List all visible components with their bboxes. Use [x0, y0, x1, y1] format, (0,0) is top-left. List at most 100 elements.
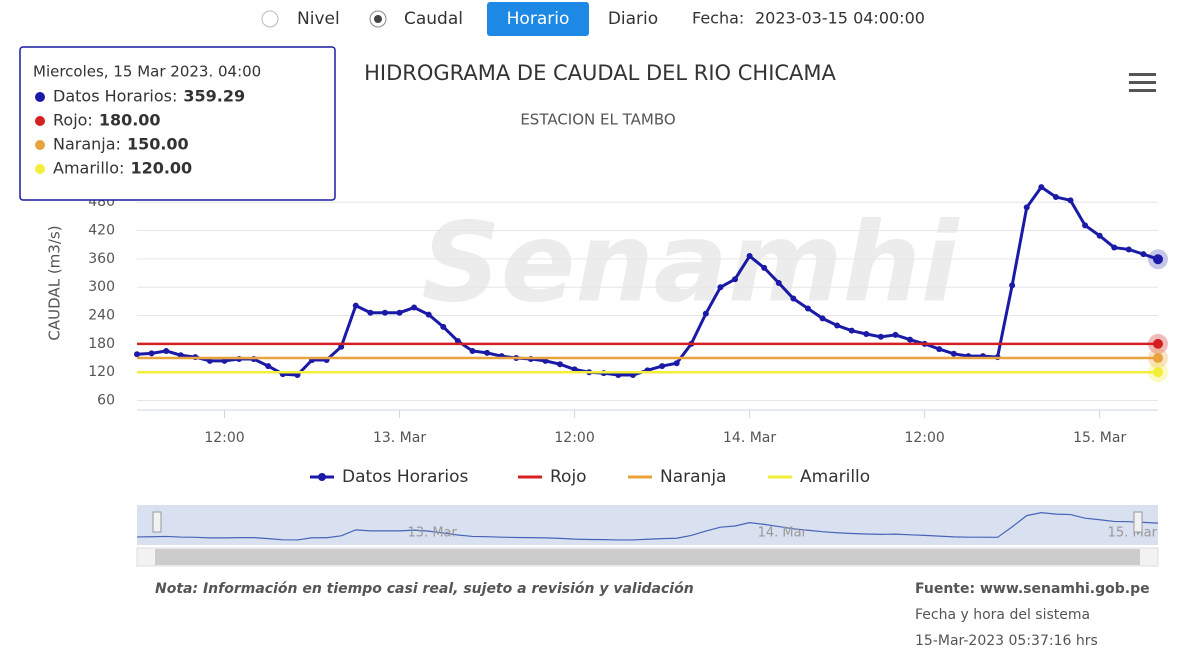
x-tick-label: 14. Mar [723, 430, 776, 446]
data-point [556, 361, 563, 368]
data-point [746, 253, 753, 260]
tooltip-value: 120.00 [130, 159, 192, 178]
data-point [790, 295, 797, 302]
data-point [425, 311, 432, 318]
button-label: Horario [507, 9, 570, 29]
data-point [206, 357, 213, 364]
data-point [907, 336, 914, 343]
data-point [1140, 251, 1147, 258]
data-point [702, 310, 709, 317]
y-tick-label: 240 [88, 308, 115, 324]
menu-button[interactable] [1129, 73, 1156, 92]
radio[interactable] [261, 10, 279, 28]
y-tick-label: 60 [97, 393, 115, 409]
data-point [469, 347, 476, 354]
data-point [411, 304, 418, 311]
data-point [294, 372, 301, 379]
data-point [440, 323, 447, 330]
data-point [177, 352, 184, 359]
tooltip-label: Datos Horarios: [53, 87, 177, 106]
legend-label[interactable]: Rojo [550, 467, 587, 487]
data-point [1038, 184, 1045, 191]
x-tick-label: 15. Mar [1073, 430, 1126, 446]
button-label[interactable]: Diario [608, 9, 658, 29]
chart-subtitle: ESTACION EL TAMBO [520, 111, 675, 129]
data-point [761, 264, 768, 271]
data-point [1052, 194, 1059, 201]
tooltip-dot [35, 116, 45, 126]
tooltip-value: 150.00 [127, 135, 189, 154]
data-point [1082, 222, 1089, 229]
navigator-handle[interactable] [152, 511, 162, 533]
data-point [819, 315, 826, 322]
data-point [221, 357, 228, 364]
data-point [265, 363, 272, 370]
data-point [163, 347, 170, 354]
radio-dot [374, 15, 382, 23]
data-point [134, 351, 140, 358]
navigator-label: 14. Mar [758, 526, 808, 541]
data-point [352, 302, 359, 309]
legend-label[interactable]: Amarillo [800, 467, 870, 487]
y-axis-title: CAUDAL (m3/s) [46, 225, 64, 340]
data-point [381, 309, 388, 316]
chart-title: HIDROGRAMA DE CAUDAL DEL RIO CHICAMA [364, 61, 836, 85]
navigator-handle[interactable] [1133, 511, 1143, 533]
tooltip-value: 180.00 [99, 111, 161, 130]
data-point [367, 309, 374, 316]
data-point [848, 327, 855, 334]
tooltip-dot [35, 164, 45, 174]
menu-bar [1129, 81, 1156, 84]
button-active[interactable] [487, 2, 589, 36]
legend-label[interactable]: Naranja [660, 467, 726, 487]
data-point [1067, 197, 1074, 204]
x-tick-label: 13. Mar [373, 430, 426, 446]
source: Fuente: www.senamhi.gob.pe [915, 581, 1150, 597]
option-label: Nivel [297, 9, 340, 29]
data-point [950, 350, 957, 357]
data-point [775, 279, 782, 286]
data-point [484, 349, 491, 356]
option-label: Caudal [404, 9, 463, 29]
data-point [615, 372, 622, 379]
data-point [1111, 244, 1118, 251]
data-point [148, 350, 155, 357]
y-tick-label: 300 [88, 279, 115, 295]
data-point [1125, 246, 1132, 253]
legend-label[interactable]: Datos Horarios [342, 467, 469, 487]
data-point [338, 343, 345, 350]
tooltip-box [19, 46, 336, 201]
system-time-label: Fecha y hora del sistema [915, 607, 1090, 623]
menu-bar [1129, 73, 1156, 76]
data-point [1023, 204, 1030, 211]
tooltip-label: Amarillo: [53, 159, 124, 178]
data-point [1009, 282, 1016, 289]
watermark: Senamhi [421, 198, 959, 326]
data-point [834, 322, 841, 329]
data-point [892, 331, 899, 338]
data-point [542, 357, 549, 364]
data-point [1153, 254, 1163, 265]
data-point [454, 338, 461, 345]
data-point [659, 363, 666, 370]
tooltip-value: 359.29 [183, 87, 245, 106]
y-tick-label: 120 [88, 364, 115, 380]
data-point [571, 366, 578, 373]
tooltip-dot [35, 92, 45, 102]
data-point [863, 330, 870, 337]
threshold-point [1153, 353, 1163, 364]
threshold-point [1153, 367, 1163, 378]
data-point [396, 309, 403, 316]
navigator-selection [137, 505, 1158, 545]
scrollbar-thumb[interactable] [155, 549, 1140, 565]
tooltip-label: Naranja: [53, 135, 121, 154]
date-value: 2023-03-15 04:00:00 [755, 9, 925, 28]
tooltip-title: Miercoles, 15 Mar 2023. 04:00 [33, 63, 261, 81]
legend-marker [318, 473, 326, 481]
x-tick-label: 12:00 [204, 430, 244, 446]
note: Nota: Información en tiempo casi real, s… [155, 581, 694, 597]
date-label: Fecha: [692, 9, 744, 28]
data-point [877, 333, 884, 340]
